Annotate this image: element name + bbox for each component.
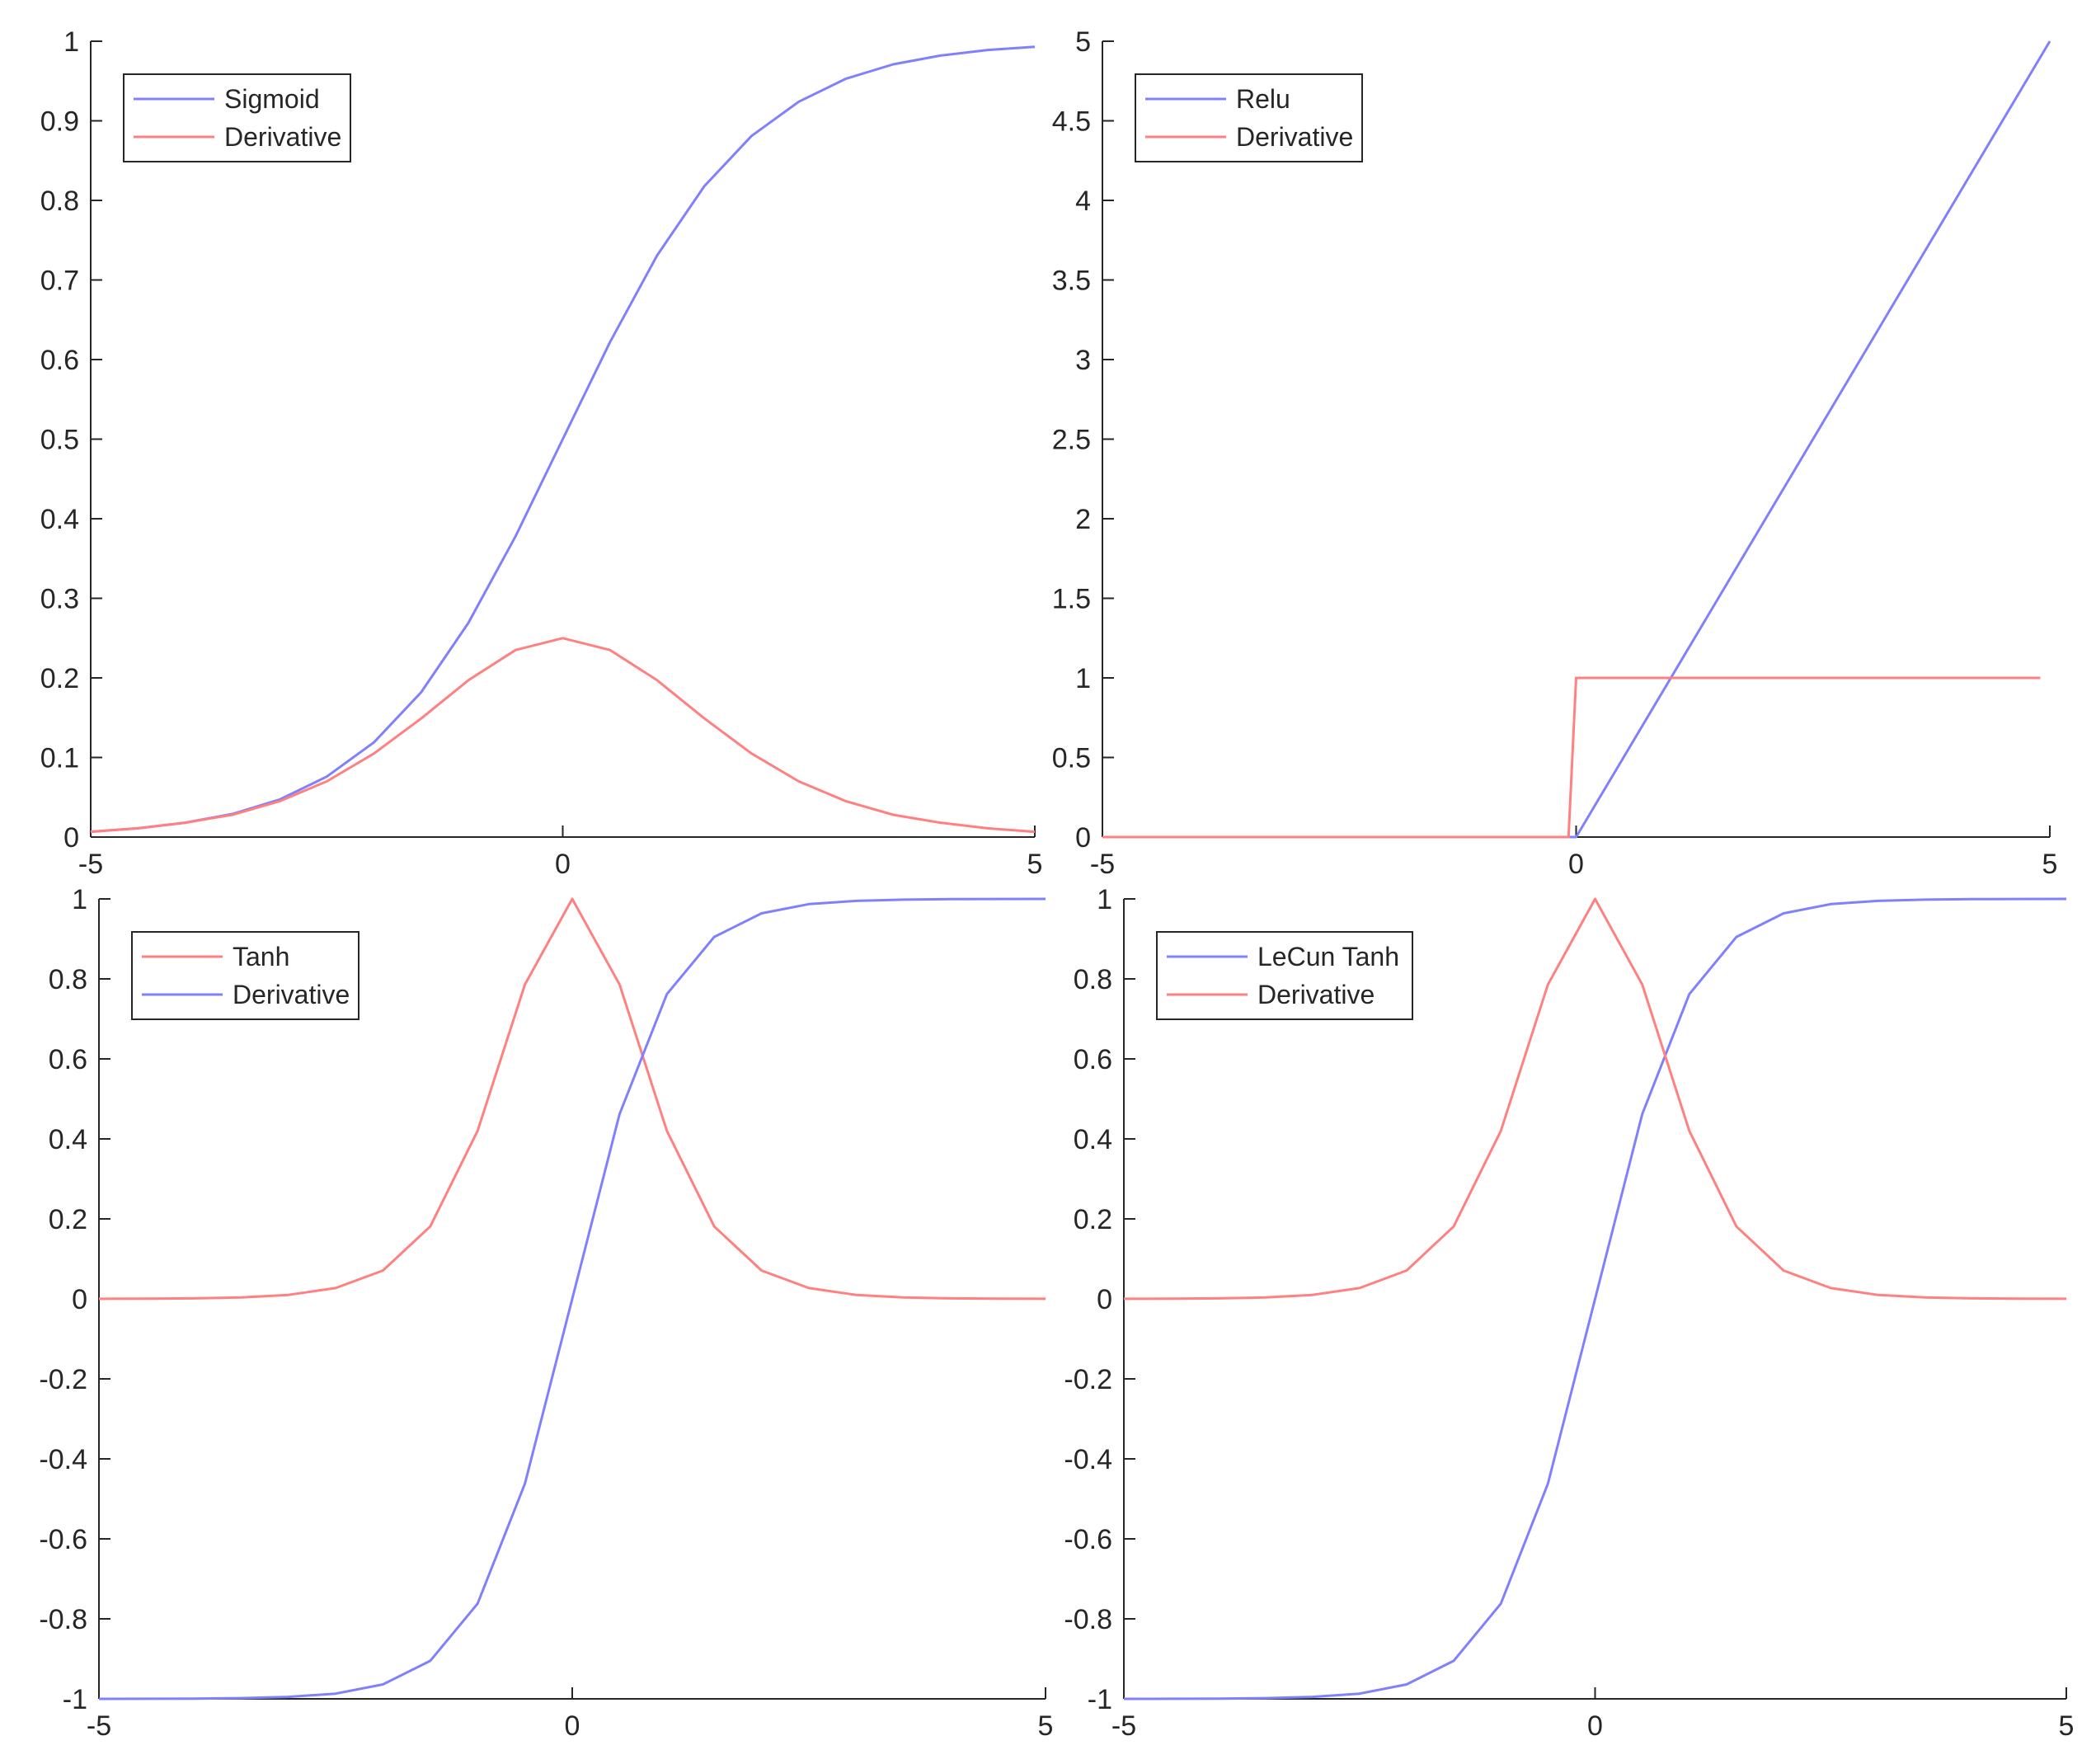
series-line-derivative	[1102, 676, 2041, 839]
y-tick-label: 0.7	[40, 266, 79, 297]
series-line-derivative	[1123, 897, 2067, 1301]
series-line-derivative	[98, 897, 1046, 1700]
y-tick-label: 0	[1075, 822, 1091, 854]
x-tick-label: 0	[555, 849, 571, 880]
y-tick-label: 0.4	[1074, 1124, 1112, 1155]
y-tick-label: 0	[63, 822, 79, 854]
y-tick-label: 3	[1075, 345, 1091, 376]
x-tick-label: -5	[1111, 1710, 1136, 1742]
legend-box	[1156, 931, 1413, 1020]
legend-entry-label: Relu	[1236, 84, 1290, 114]
y-tick-label: 0.3	[40, 584, 79, 615]
y-tick-label: 0.1	[40, 743, 79, 774]
y-tick-label: -0.4	[1064, 1444, 1112, 1475]
chart-panel-1: 00.10.20.30.40.50.60.70.80.91-5 0 5Sigmoid…	[40, 26, 1043, 880]
y-tick-label: 1.5	[1052, 584, 1091, 615]
x-tick-label: -5	[1090, 849, 1115, 880]
y-tick-label: -0.8	[39, 1604, 87, 1635]
legend-box	[1135, 73, 1363, 162]
legend: LeCun Tanh Derivative	[1156, 931, 1413, 1020]
y-tick-label: 0.8	[40, 186, 79, 217]
y-tick-label: 4	[1075, 186, 1091, 217]
series-line-lecun-tanh	[1123, 897, 2067, 1700]
legend-entry-label: LeCun Tanh	[1257, 942, 1399, 971]
x-tick-label: 5	[1038, 1710, 1054, 1742]
legend-entry-label: Sigmoid	[224, 84, 320, 114]
x-tick-label: 0	[1587, 1710, 1603, 1742]
y-tick-label: 0.8	[49, 964, 87, 995]
y-tick-label: 1	[72, 884, 87, 915]
chart-panel-3: -1 -0.8 -0.6 -0.4 -0.2 0 0.2 0.4 0.6 0.8 1 -5 0 5 Tanh…	[39, 884, 1053, 1742]
y-tick-label: 0	[72, 1284, 87, 1315]
y-tick-label: -0.8	[1064, 1604, 1112, 1635]
y-tick-label: -0.4	[39, 1444, 87, 1475]
y-tick-label: 0.4	[40, 504, 79, 535]
x-tick-label: 5	[2059, 1710, 2075, 1742]
x-tick-label: 5	[2042, 849, 2058, 880]
x-tick-label: 0	[1568, 849, 1584, 880]
y-tick-label: -0.6	[1064, 1524, 1112, 1555]
y-tick-label: 1	[63, 26, 79, 58]
legend-entry-label: Derivative	[1257, 980, 1375, 1009]
series-line-derivative	[90, 637, 1036, 834]
y-tick-label: 2.5	[1052, 425, 1091, 456]
legend-entry-label: Derivative	[224, 122, 341, 152]
series-line-tanh	[98, 897, 1046, 1301]
y-tick-label: -1	[1088, 1684, 1112, 1715]
y-tick-label: 0.5	[40, 425, 79, 456]
x-tick-label: -5	[87, 1710, 111, 1742]
y-tick-label: 1	[1097, 884, 1112, 915]
chart-panel-4: -1 -0.8 -0.6 -0.4 -0.2 0 0.2 0.4 0.6 0.8 1 -5 0 5 LeCu…	[1064, 884, 2074, 1742]
y-tick-label: 0.2	[1074, 1204, 1112, 1235]
y-tick-label: -0.2	[1064, 1364, 1112, 1395]
y-tick-label: 0.8	[1074, 964, 1112, 995]
y-tick-label: 0.6	[1074, 1044, 1112, 1075]
legend-entry-label: Tanh	[233, 942, 289, 971]
y-tick-label: -1	[63, 1684, 87, 1715]
y-tick-label: -0.6	[39, 1524, 87, 1555]
legend-entry-label: Derivative	[233, 980, 350, 1009]
y-tick-label: 0.2	[40, 663, 79, 694]
x-tick-label: 0	[565, 1710, 580, 1742]
legend-entry-label: Derivative	[1236, 122, 1353, 152]
x-tick-label: -5	[78, 849, 103, 880]
legend-box	[131, 931, 360, 1020]
y-tick-label: -0.2	[39, 1364, 87, 1395]
legend: Tanh Derivative	[131, 931, 360, 1020]
y-tick-label: 4.5	[1052, 106, 1091, 138]
legend-box	[123, 73, 351, 162]
legend: Relu Derivative	[1135, 73, 1363, 162]
y-tick-label: 1	[1075, 663, 1091, 694]
y-tick-label: 0.9	[40, 106, 79, 138]
y-tick-label: 2	[1075, 504, 1091, 535]
y-tick-label: 3.5	[1052, 266, 1091, 297]
x-tick-label: 5	[1027, 849, 1043, 880]
y-tick-label: 0.6	[49, 1044, 87, 1075]
y-tick-label: 5	[1075, 26, 1091, 58]
y-tick-label: 0.5	[1052, 743, 1091, 774]
y-tick-label: 0.2	[49, 1204, 87, 1235]
y-tick-label: 0.4	[49, 1124, 87, 1155]
y-tick-label: 0	[1097, 1284, 1112, 1315]
y-tick-label: 0.6	[40, 345, 79, 376]
legend: Sigmoid Derivative	[123, 73, 351, 162]
